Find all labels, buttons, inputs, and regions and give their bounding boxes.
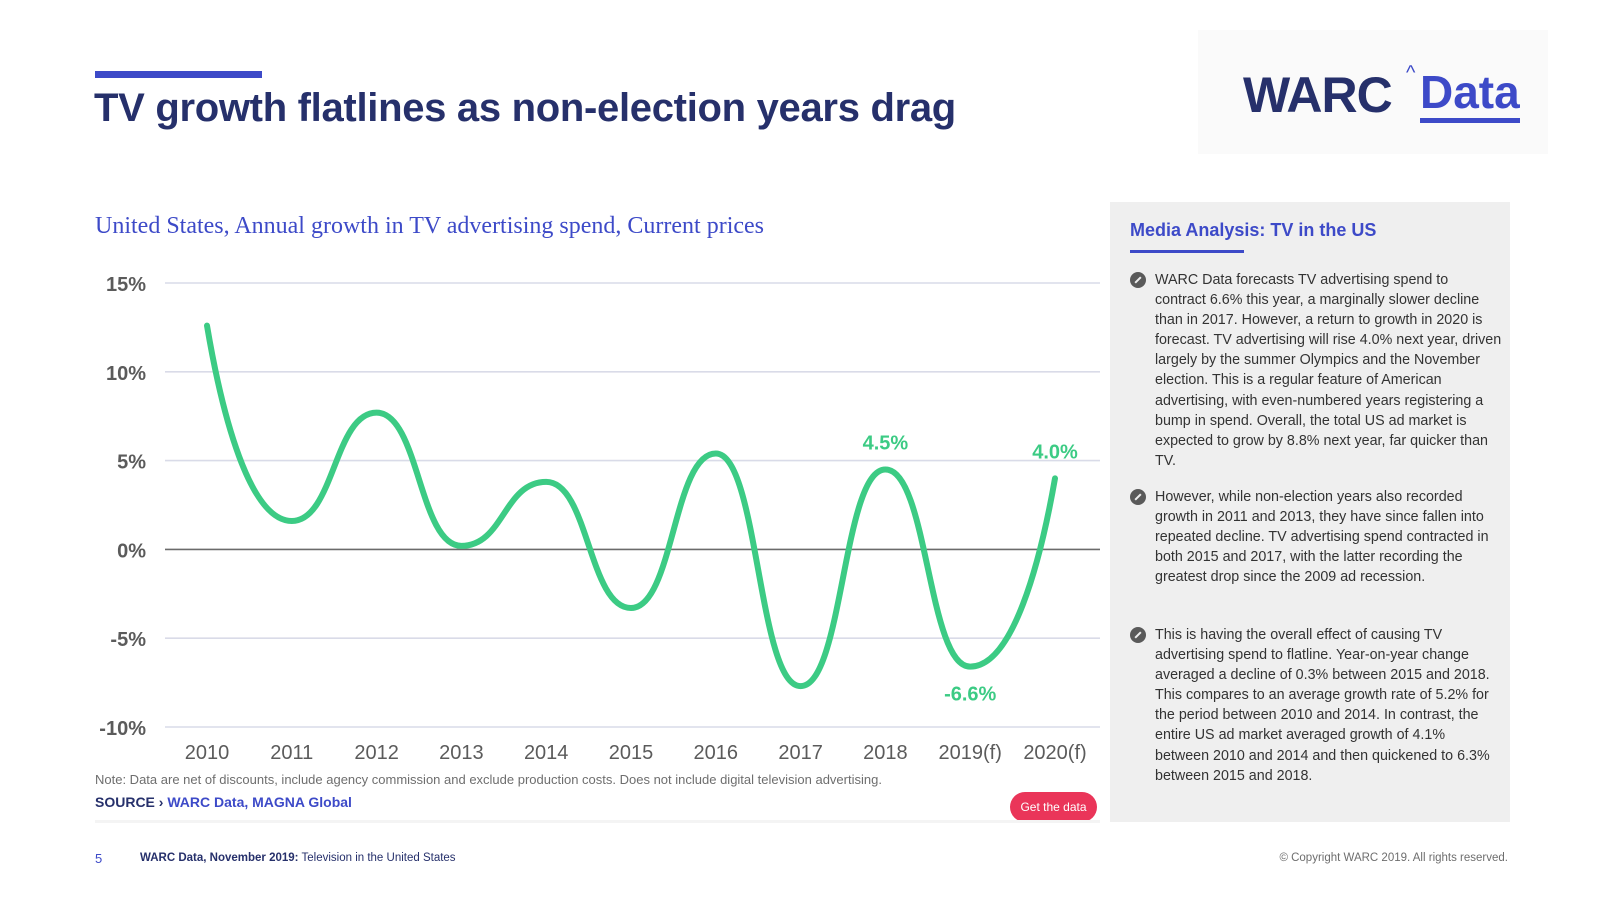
bullet-icon: [1130, 272, 1146, 288]
report-topic: Television in the United States: [301, 852, 456, 864]
x-tick-label: 2011: [270, 742, 313, 764]
analysis-paragraph: However, while non-election years also r…: [1155, 489, 1489, 586]
y-tick-label: 10%: [106, 363, 146, 385]
analysis-paragraph: This is having the overall effect of cau…: [1155, 627, 1490, 784]
analysis-bullet: However, while non-election years also r…: [1130, 487, 1502, 587]
source-value: WARC Data, MAGNA Global: [167, 794, 352, 810]
bullet-icon: [1130, 627, 1146, 643]
x-tick-label: 2014: [524, 742, 569, 764]
x-tick-label: 2010: [185, 742, 230, 764]
analysis-bullet: WARC Data forecasts TV advertising spend…: [1130, 270, 1502, 471]
x-tick-label: 2018: [863, 742, 908, 764]
chart-note: Note: Data are net of discounts, include…: [95, 772, 882, 787]
logo-caret-icon: ^: [1406, 62, 1416, 84]
growth-line-chart: 15% 10% 5% 0% -5% -10% 2010 2011 2012 2013 2014 201…: [99, 274, 1100, 764]
report-reference: WARC Data, November 2019: Television in …: [140, 852, 456, 864]
chart-source: SOURCE › WARC Data, MAGNA Global: [95, 794, 352, 810]
y-tick-label: 0%: [117, 540, 146, 562]
panel-title-underline: [1130, 250, 1244, 253]
x-tick-label: 2012: [354, 742, 399, 764]
source-prefix: SOURCE ›: [95, 794, 164, 810]
logo-data-text: Data: [1420, 66, 1520, 123]
page-title: TV growth flatlines as non-election year…: [94, 86, 956, 130]
tv-growth-series-line: [204, 322, 1058, 690]
y-tick-label: 5%: [117, 452, 146, 474]
x-tick-label: 2019(f): [939, 742, 1002, 764]
y-tick-label: -5%: [110, 629, 146, 651]
data-label: -6.6%: [944, 684, 996, 706]
media-analysis-panel: Media Analysis: TV in the US WARC Data f…: [1110, 202, 1510, 822]
analysis-bullet: This is having the overall effect of cau…: [1130, 625, 1502, 786]
chart-title: United States, Annual growth in TV adver…: [95, 213, 765, 239]
y-tick-label: -10%: [99, 718, 146, 740]
data-label: 4.5%: [863, 432, 909, 454]
page-number: 5: [95, 851, 103, 866]
report-name: WARC Data, November 2019:: [140, 852, 299, 864]
logo-background: [1198, 30, 1548, 154]
analysis-paragraph: WARC Data forecasts TV advertising spend…: [1155, 272, 1502, 469]
x-tick-label: 2020(f): [1023, 742, 1086, 764]
title-accent-bar: [95, 71, 262, 78]
x-tick-label: 2017: [778, 742, 823, 764]
chart-footer-divider: [95, 820, 1100, 823]
get-the-data-button[interactable]: Get the data: [1010, 792, 1097, 822]
panel-title: Media Analysis: TV in the US: [1130, 220, 1377, 240]
data-label: 4.0%: [1032, 441, 1078, 463]
x-tick-label: 2015: [609, 742, 654, 764]
bullet-icon: [1130, 489, 1146, 505]
copyright-notice: © Copyright WARC 2019. All rights reserv…: [1279, 852, 1508, 864]
logo-warc-text: WARC: [1243, 67, 1393, 123]
y-tick-label: 15%: [106, 274, 146, 296]
x-tick-label: 2013: [439, 742, 484, 764]
x-tick-label: 2016: [694, 742, 739, 764]
